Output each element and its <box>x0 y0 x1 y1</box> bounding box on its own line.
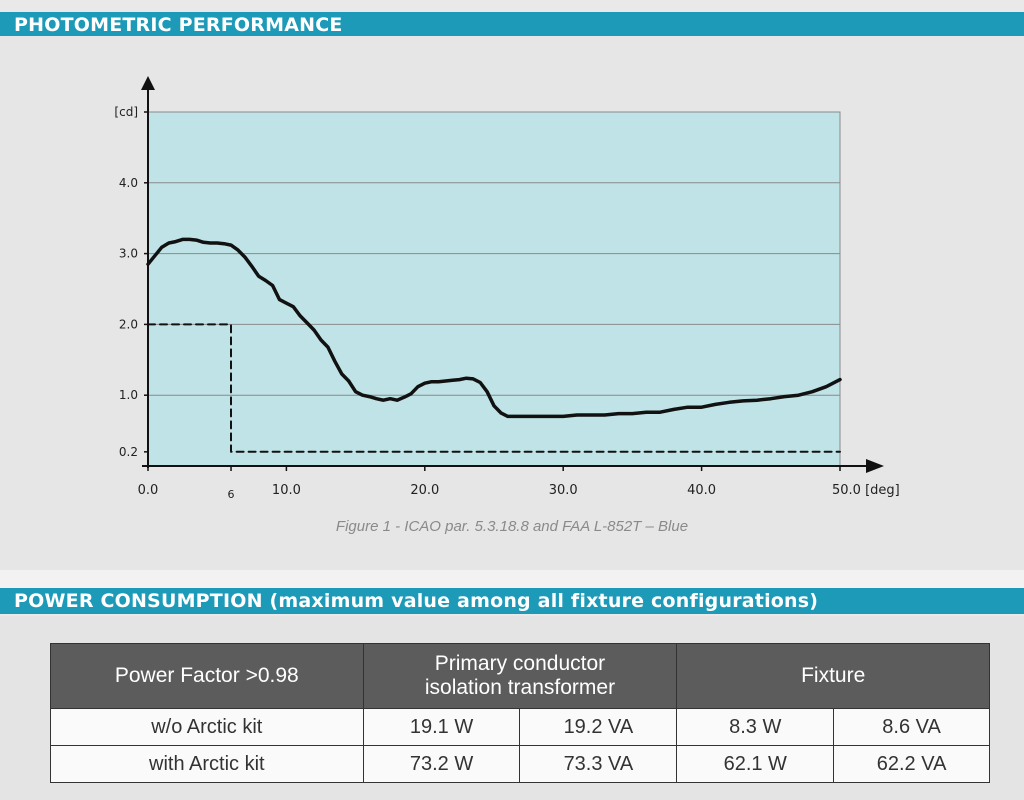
x-tick-label: 50.0 [deg] <box>832 483 900 498</box>
y-tick-label: 1.0 <box>119 388 138 402</box>
x-axis-arrow <box>866 459 884 473</box>
y-tick-label: 4.0 <box>119 176 138 190</box>
fixture-va: 62.2 VA <box>833 745 990 783</box>
header-fixture: Fixture <box>676 643 990 709</box>
fixture-watts: 62.1 W <box>676 745 835 783</box>
fixture-watts: 8.3 W <box>676 708 835 746</box>
y-tick-label: 2.0 <box>119 317 138 331</box>
table-row: w/o Arctic kit 19.1 W 19.2 VA 8.3 W 8.6 … <box>50 708 990 746</box>
x-tick-label: 20.0 <box>410 483 439 498</box>
primary-va: 19.2 VA <box>519 708 678 746</box>
y-tick-label: 3.0 <box>119 247 138 261</box>
primary-watts: 73.2 W <box>362 745 521 783</box>
power-header-band: POWER CONSUMPTION (maximum value among a… <box>0 588 1024 614</box>
table-row: with Arctic kit 73.2 W 73.3 VA 62.1 W 62… <box>50 745 990 783</box>
x-tick-label: 30.0 <box>549 483 578 498</box>
requirement-series-line <box>147 323 841 453</box>
photometric-title: PHOTOMETRIC PERFORMANCE <box>14 14 343 36</box>
header-primary-conductor: Primary conductor isolation transformer <box>362 643 678 709</box>
power-title: POWER CONSUMPTION (maximum value among a… <box>14 590 819 612</box>
header-power-factor: Power Factor >0.98 <box>50 643 364 709</box>
y-tick-label: [cd] <box>114 105 138 119</box>
x-tick-label: 10.0 <box>272 483 301 498</box>
power-consumption-table: Power Factor >0.98 Primary conductor iso… <box>50 643 990 783</box>
y-tick-label: 0.2 <box>119 445 138 459</box>
plot-area <box>147 111 841 467</box>
x-tick-label: 40.0 <box>687 483 716 498</box>
fixture-va: 8.6 VA <box>833 708 990 746</box>
primary-watts: 19.1 W <box>362 708 521 746</box>
table-header-row: Power Factor >0.98 Primary conductor iso… <box>50 643 990 709</box>
intensity-series-line <box>146 237 842 419</box>
x-tick-label: 0.0 <box>138 483 159 498</box>
section-gap <box>0 570 1024 588</box>
photometric-header-band: PHOTOMETRIC PERFORMANCE <box>0 12 1024 38</box>
primary-va: 73.3 VA <box>519 745 678 783</box>
row-label: w/o Arctic kit <box>50 708 364 746</box>
x-extra-tick-label: 6 <box>228 488 235 501</box>
figure-caption: Figure 1 - ICAO par. 5.3.18.8 and FAA L-… <box>335 518 689 535</box>
photometric-chart: 0.2 1.0 2.0 3.0 4.0 [cd] 0.0 10.0 20.0 30.0 40.0 50… <box>114 76 900 501</box>
y-axis-arrow <box>141 76 155 90</box>
row-label: with Arctic kit <box>50 745 364 783</box>
